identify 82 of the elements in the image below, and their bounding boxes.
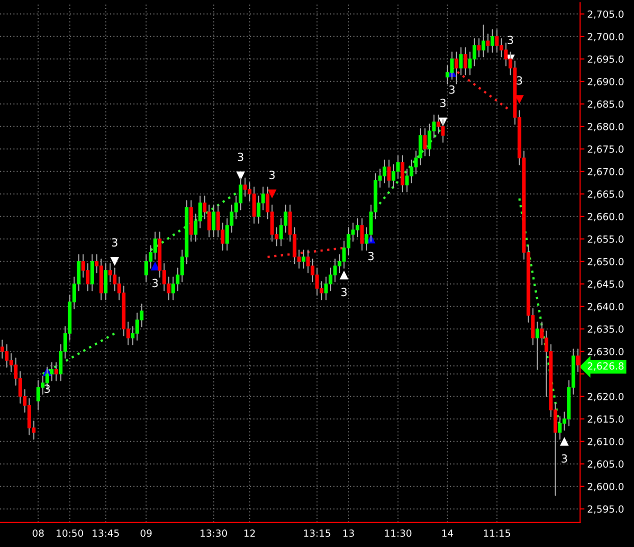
annotation: 3 — [269, 170, 275, 180]
y-tick-label: 2,595.0 — [588, 505, 624, 514]
candlestick — [207, 204, 211, 238]
y-tick-label: 2,655.0 — [588, 235, 624, 244]
point — [340, 270, 348, 280]
x-tick-label: 13:15 — [304, 530, 330, 537]
y-tick-label: 2,695.0 — [588, 55, 624, 64]
candlestick — [459, 47, 463, 76]
x-tick-label: 11:15 — [484, 530, 510, 537]
candlestick — [50, 362, 54, 382]
x-tick-label: 13:30 — [200, 530, 227, 537]
candlestick — [436, 114, 440, 134]
y-tick-label: 2,670.0 — [588, 168, 624, 176]
point — [236, 172, 245, 180]
y-tick-label: 2,675.0 — [588, 145, 624, 154]
annotation: 3 — [516, 76, 522, 85]
y-tick-label: 2,690.0 — [588, 78, 624, 86]
annotation: 3 — [508, 36, 514, 44]
candlestick — [90, 254, 94, 292]
candlestick — [428, 124, 432, 156]
candlestick — [54, 362, 58, 382]
candlestick — [36, 380, 40, 410]
y-tick-label: 2,665.0 — [588, 190, 624, 199]
y-tick-label: 2,660.0 — [588, 212, 624, 222]
annotation: 3 — [341, 288, 347, 296]
candlestick — [0, 340, 4, 359]
y-tick-label: 2,600.0 — [588, 482, 624, 492]
annotation: 3 — [562, 454, 568, 463]
annotation: 3 — [440, 98, 446, 108]
candlestick — [477, 38, 481, 58]
x-tick-label: 09 — [140, 530, 152, 537]
y-tick-label: 2,626.8 — [588, 362, 624, 371]
y-tick-label: 2,630.0 — [588, 348, 624, 356]
y-tick-label: 2,640.0 — [588, 302, 624, 312]
y-tick-label: 2,605.0 — [588, 460, 624, 469]
candlestick — [360, 218, 364, 251]
candlestick — [454, 52, 458, 84]
x-tick-label: 12 — [244, 530, 255, 537]
point — [560, 437, 569, 446]
candlestick — [490, 29, 494, 53]
candlestick — [86, 263, 90, 292]
y-tick-label: 2,645.0 — [588, 280, 624, 289]
x-tick-label: 13:45 — [92, 530, 119, 537]
candlestick — [495, 29, 499, 53]
candlestick — [252, 186, 256, 224]
annotation: 3 — [112, 238, 118, 247]
y-tick-label: 2,700.0 — [588, 32, 624, 42]
candlestick — [238, 178, 242, 210]
annotation: 3 — [449, 85, 455, 94]
point — [110, 257, 120, 266]
x-tick-label: 11:30 — [385, 530, 412, 537]
x-tick-label: 08 — [32, 530, 44, 537]
candlestick — [4, 344, 9, 368]
candlestick — [104, 263, 108, 300]
candlestick — [536, 322, 540, 370]
x-tick-label: 14 — [442, 530, 454, 537]
candlestick — [302, 250, 306, 269]
y-tick-label: 2,685.0 — [588, 100, 624, 109]
x-tick-label: 10:50 — [56, 530, 84, 537]
y-tick-label: 2,620.0 — [588, 392, 624, 402]
candlestick — [482, 24, 486, 58]
annotation: 3 — [44, 384, 50, 393]
candlestick — [400, 155, 404, 192]
y-tick-label: 2,615.0 — [588, 415, 624, 424]
candlestick — [27, 398, 32, 436]
candlestick — [153, 232, 157, 260]
y-tick-label: 2,680.0 — [588, 122, 624, 132]
candlestick — [486, 34, 490, 53]
candlestick — [387, 160, 391, 188]
y-tick-label: 2,650.0 — [588, 258, 624, 266]
y-tick-label: 2,705.0 — [588, 10, 624, 19]
annotation: 3 — [368, 252, 374, 260]
point — [268, 190, 276, 198]
annotation: 3 — [152, 278, 158, 288]
candlestick — [423, 128, 427, 156]
candlestick — [464, 47, 468, 76]
candlestick — [212, 204, 216, 238]
y-tick-label: 2,635.0 — [588, 325, 624, 334]
x-tick-label: 13 — [343, 530, 354, 537]
y-tick-label: 2,610.0 — [588, 438, 624, 446]
candlestick — [558, 416, 562, 440]
annotation: 3 — [238, 152, 244, 162]
